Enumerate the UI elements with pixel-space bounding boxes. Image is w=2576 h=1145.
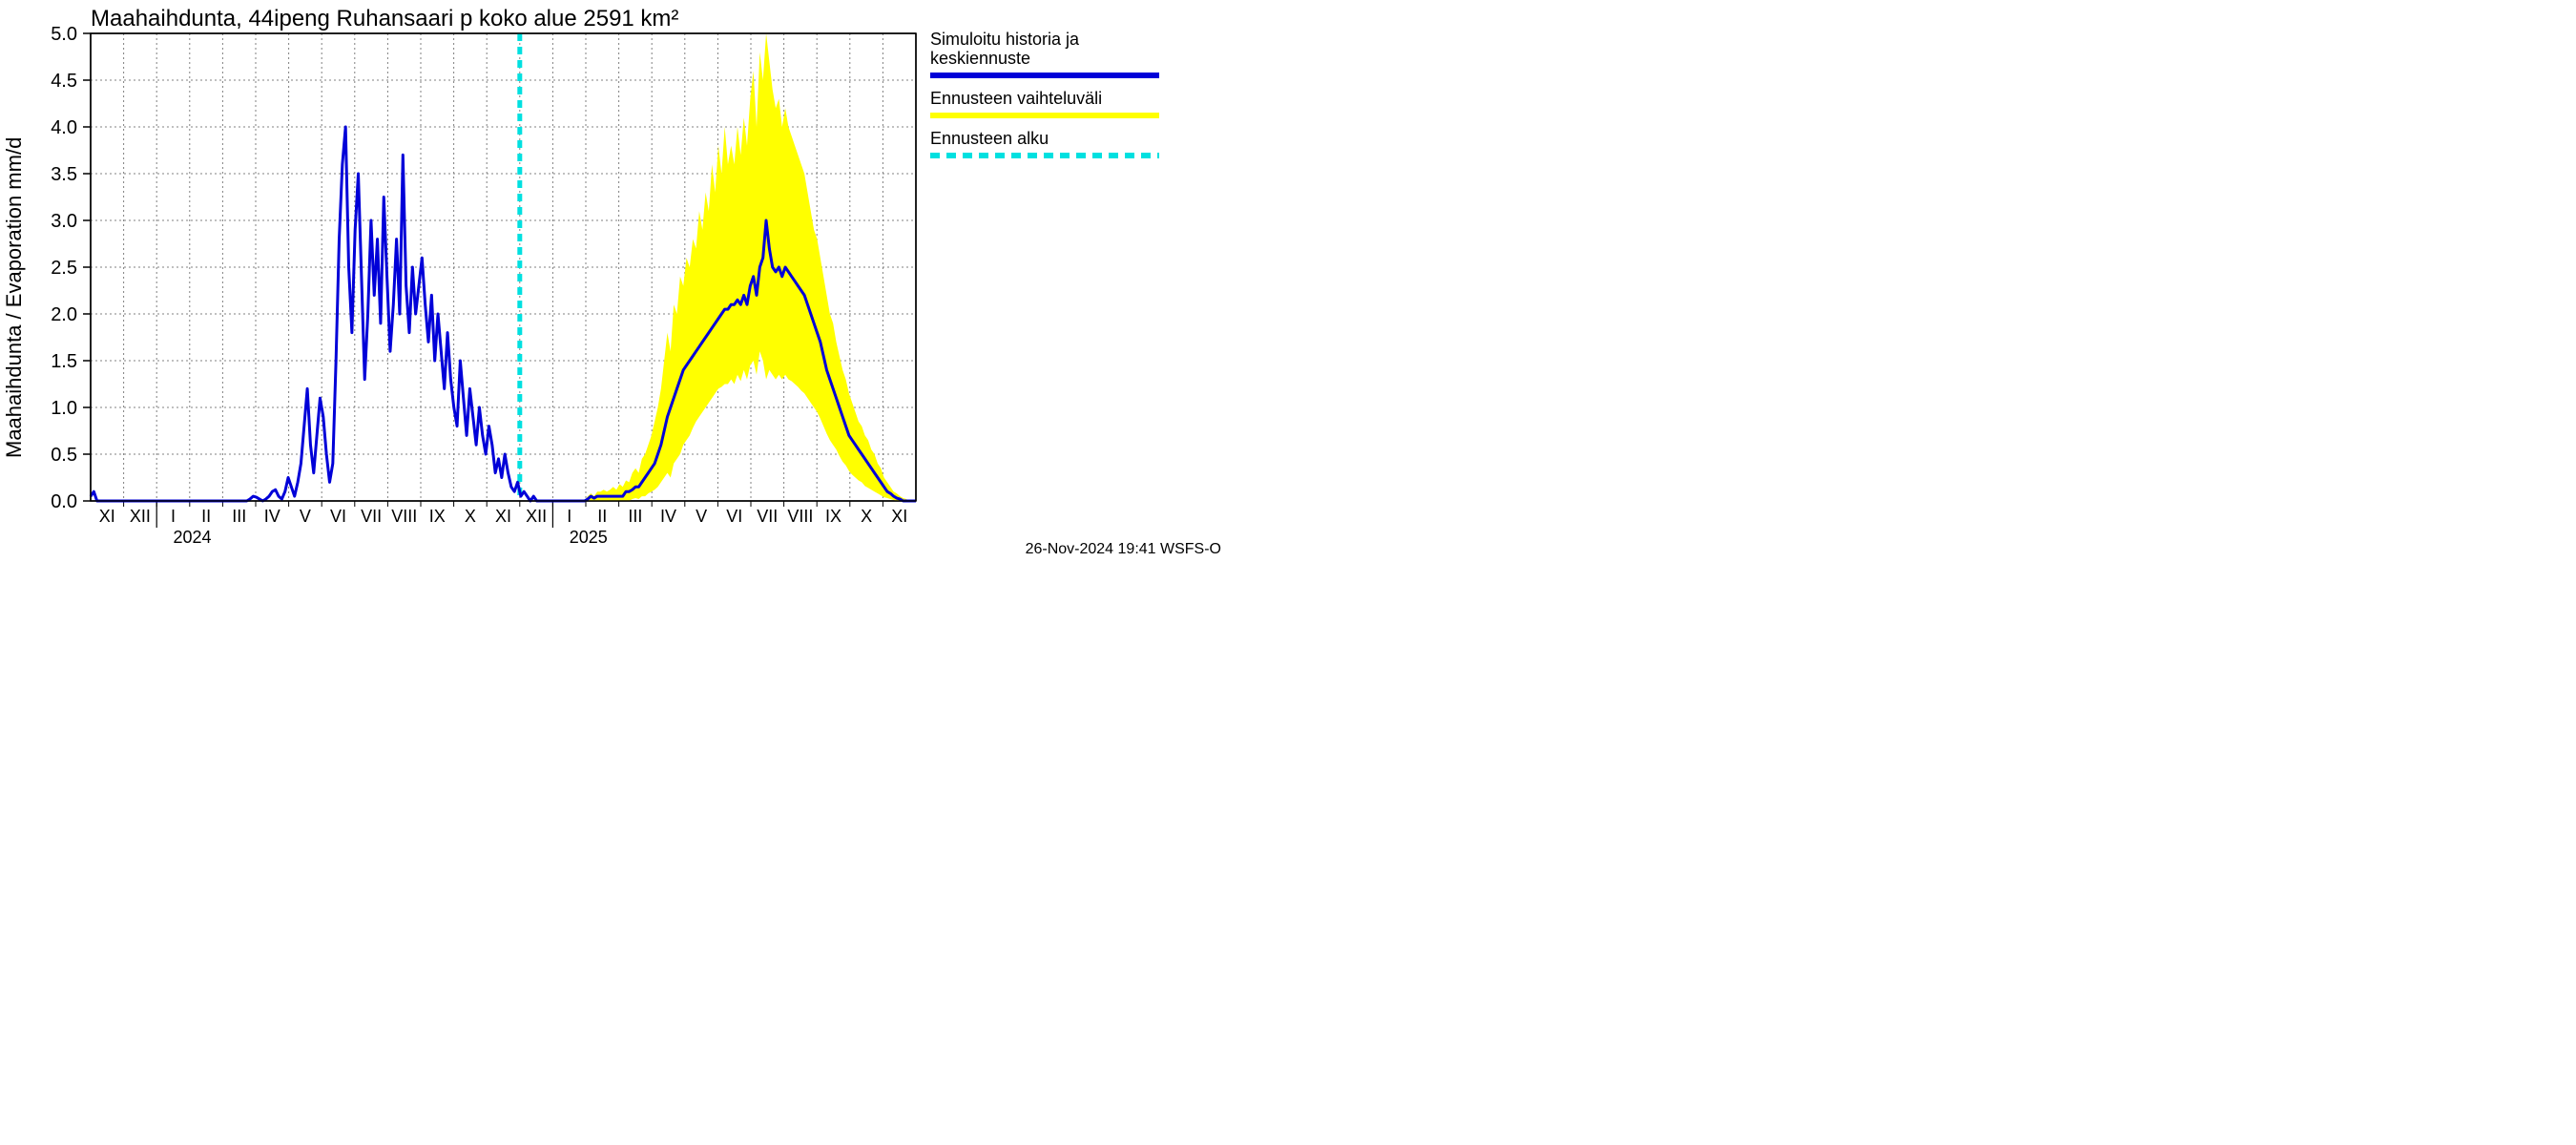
x-month-label: V [300, 507, 311, 526]
x-month-label: VII [361, 507, 382, 526]
y-tick-label: 4.5 [51, 71, 77, 92]
x-year-label: 2024 [174, 528, 212, 547]
y-tick-label: 2.0 [51, 304, 77, 325]
legend-sim-label-1: Simuloitu historia ja [930, 30, 1080, 49]
y-tick-label: 1.5 [51, 351, 77, 372]
x-month-label: X [465, 507, 476, 526]
y-tick-label: 2.5 [51, 258, 77, 279]
y-tick-label: 0.0 [51, 491, 77, 512]
x-year-label: 2025 [570, 528, 608, 547]
x-month-label: III [628, 507, 642, 526]
x-month-label: V [696, 507, 707, 526]
x-month-label: II [201, 507, 211, 526]
x-month-label: I [171, 507, 176, 526]
legend-range-label: Ennusteen vaihteluväli [930, 89, 1102, 108]
x-month-label: XII [526, 507, 547, 526]
x-month-label: VIII [391, 507, 417, 526]
legend-sim-label-2: keskiennuste [930, 49, 1030, 68]
x-month-label: II [597, 507, 607, 526]
x-month-label: I [567, 507, 571, 526]
x-month-label: IV [264, 507, 280, 526]
y-tick-label: 4.0 [51, 117, 77, 138]
x-month-label: XI [99, 507, 115, 526]
y-tick-label: 1.0 [51, 398, 77, 419]
x-month-label: VIII [787, 507, 813, 526]
x-month-label: XI [495, 507, 511, 526]
x-month-label: XI [891, 507, 907, 526]
x-month-label: VI [330, 507, 346, 526]
chart-container: Maahaihdunta, 44ipeng Ruhansaari p koko … [0, 0, 1288, 572]
x-month-label: X [861, 507, 872, 526]
x-month-label: VI [726, 507, 742, 526]
legend-forecast-start-label: Ennusteen alku [930, 129, 1049, 148]
chart-title: Maahaihdunta, 44ipeng Ruhansaari p koko … [91, 6, 678, 31]
x-month-label: VII [757, 507, 778, 526]
footer-timestamp: 26-Nov-2024 19:41 WSFS-O [1026, 541, 1221, 557]
y-axis-label: Maahaihdunta / Evaporation mm/d [2, 137, 26, 458]
x-month-label: IX [429, 507, 446, 526]
x-month-label: III [232, 507, 246, 526]
y-tick-label: 5.0 [51, 24, 77, 45]
y-tick-label: 0.5 [51, 445, 77, 466]
x-month-label: XII [130, 507, 151, 526]
x-month-label: IV [660, 507, 676, 526]
y-tick-label: 3.5 [51, 164, 77, 185]
evaporation-chart: Maahaihdunta, 44ipeng Ruhansaari p koko … [0, 0, 1288, 572]
x-month-label: IX [825, 507, 841, 526]
y-tick-label: 3.0 [51, 211, 77, 232]
